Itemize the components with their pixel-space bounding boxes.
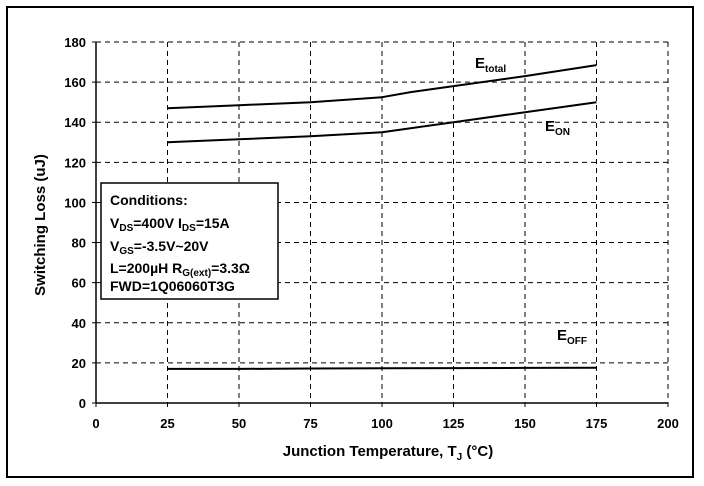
- x-axis-title: Junction Temperature, TJ (°C): [283, 443, 493, 463]
- cond2-b: =-3.5V~20V: [134, 238, 209, 254]
- y-tick-label: 100: [64, 195, 86, 210]
- x-axis-title-sub: J: [457, 452, 463, 463]
- label-e-total: Etotal: [475, 55, 506, 75]
- conditions-line-1: VDS=400V IDS=15A: [110, 215, 230, 234]
- label-e-on: EON: [545, 118, 570, 138]
- cond1-a: V: [110, 215, 120, 231]
- conditions-line-2: VGS=-3.5V~20V: [110, 238, 209, 257]
- cond3-b: =3.3Ω: [211, 260, 250, 276]
- x-tick-labels: 0 25 50 75 100 125 150 175 200: [92, 403, 679, 431]
- label-e-off-sub: OFF: [567, 336, 587, 347]
- chart-frame: [6, 6, 694, 478]
- label-e-total-main: E: [475, 55, 485, 72]
- cond1-b-sub: DS: [182, 223, 196, 234]
- x-tick-label: 100: [371, 416, 393, 431]
- series-lines: [167, 64, 597, 370]
- y-axis-title: Switching Loss (uJ): [32, 154, 49, 296]
- y-tick-label: 160: [64, 75, 86, 90]
- y-tick-label: 140: [64, 115, 86, 130]
- x-tick-label: 200: [657, 416, 679, 431]
- series-line-e-total: [167, 64, 597, 110]
- y-tick-label: 180: [64, 35, 86, 50]
- cond1-c: =15A: [196, 215, 230, 231]
- label-e-total-sub: total: [485, 64, 506, 75]
- y-tick-label: 20: [72, 356, 86, 371]
- x-axis-title-main: Junction Temperature, T: [283, 443, 457, 460]
- y-tick-label: 40: [72, 316, 86, 331]
- y-tick-label: 60: [72, 276, 86, 291]
- series-line-e-off: [167, 366, 597, 370]
- series-line-e-on: [167, 101, 597, 144]
- label-e-off-main: E: [557, 327, 567, 344]
- y-tick-labels: 0 20 40 60 80 100 120 140 160 180: [64, 35, 96, 411]
- label-e-off: EOFF: [557, 327, 587, 347]
- cond2-a: V: [110, 238, 120, 254]
- x-axis-title-unit: (°C): [462, 443, 493, 460]
- cond1-a-sub: DS: [119, 223, 133, 234]
- conditions-box-border: [100, 182, 279, 300]
- conditions-line-3: L=200µH RG(ext)=3.3Ω: [110, 260, 250, 279]
- cond2-a-sub: GS: [119, 246, 134, 257]
- x-tick-label: 50: [232, 416, 246, 431]
- x-tick-label: 25: [160, 416, 174, 431]
- conditions-title: Conditions:: [110, 192, 188, 208]
- y-tick-label: 80: [72, 236, 86, 251]
- x-tick-label: 0: [92, 416, 99, 431]
- x-tick-label: 175: [586, 416, 608, 431]
- cond3-a: L=200µH R: [110, 260, 182, 276]
- x-tick-label: 150: [514, 416, 536, 431]
- x-tick-label: 125: [443, 416, 465, 431]
- y-tick-label: 0: [79, 396, 86, 411]
- label-e-on-sub: ON: [555, 127, 570, 138]
- y-tick-label: 120: [64, 155, 86, 170]
- cond3-a-sub: G(ext): [182, 268, 211, 279]
- label-e-on-main: E: [545, 118, 555, 135]
- cond1-b: =400V I: [133, 215, 182, 231]
- conditions-box: Conditions: VDS=400V IDS=15A VGS=-3.5V~2…: [100, 182, 279, 300]
- conditions-line-4: FWD=1Q06060T3G: [110, 278, 235, 294]
- x-tick-label: 75: [303, 416, 317, 431]
